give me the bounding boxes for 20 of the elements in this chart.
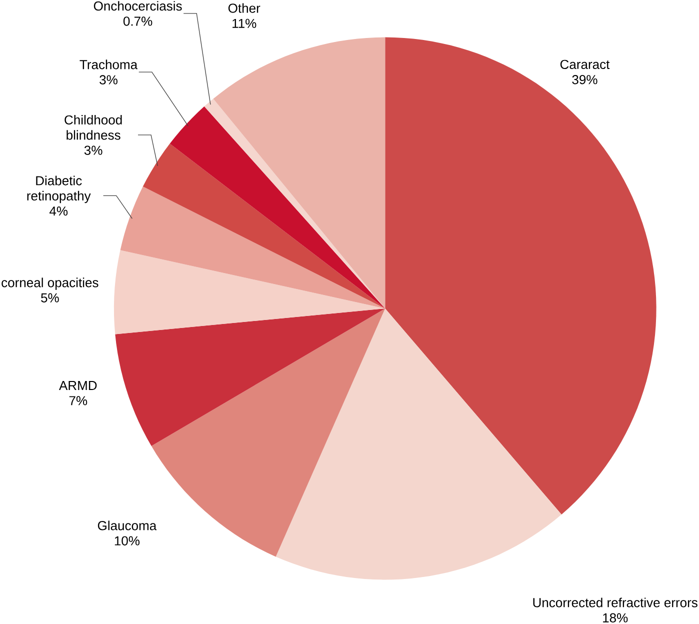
slice-label: ARMD [59, 381, 97, 390]
slice-label: Onchocerciasis [94, 1, 182, 11]
data-label: 3% [84, 146, 102, 156]
data-label: 3% [100, 75, 118, 85]
data-label: 7% [69, 396, 88, 406]
data-label: 5% [41, 294, 59, 303]
slice-label: Glaucoma [98, 520, 157, 530]
slice-label: Diabetic retinopathy [27, 176, 91, 204]
data-label: 0.7% [123, 16, 152, 26]
slice-label: Other [228, 3, 260, 14]
data-label: 10% [114, 536, 140, 546]
slice-label: corneal opacities [2, 278, 98, 290]
data-label: 4% [50, 206, 68, 216]
slice-label: Childhood blindness [64, 115, 122, 140]
slice-label: Trachoma [80, 60, 138, 70]
slice-label: Uncorrected refractive errors [533, 598, 698, 608]
slice-label: Cararact [560, 60, 610, 70]
data-label: 11% [232, 19, 256, 28]
data-label: 18% [603, 613, 628, 623]
data-label: 39% [572, 75, 598, 84]
